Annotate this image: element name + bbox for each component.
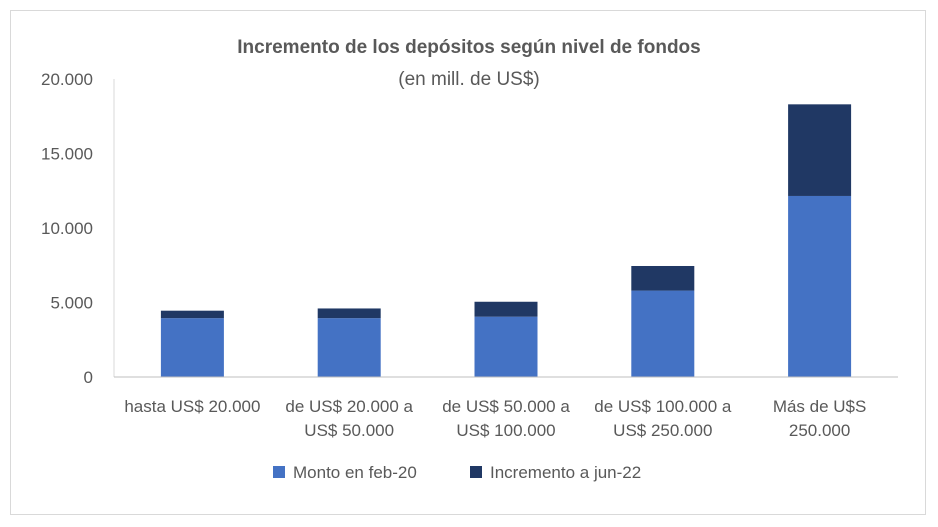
chart-subtitle: (en mill. de US$) [398, 69, 540, 90]
x-tick-label: Más de U$S 250.000 [773, 397, 867, 440]
y-tick-label: 10.000 [41, 219, 93, 238]
bar-monto-feb20 [474, 316, 538, 377]
bar-monto-feb20 [317, 318, 381, 377]
x-axis-labels: hasta US$ 20.000 de US$ 20.000 a US$ 50.00… [124, 397, 866, 440]
y-tick-label: 5.000 [50, 294, 93, 313]
bar-incremento-jun22 [160, 310, 224, 319]
y-tick-label: 15.000 [41, 145, 93, 164]
bar-monto-feb20 [160, 318, 224, 377]
bar-incremento-jun22 [631, 265, 695, 291]
x-tick-label: de US$ 50.000 a US$ 100.000 [442, 397, 570, 440]
y-tick-label: 0 [84, 368, 93, 387]
legend-swatch [470, 466, 482, 478]
y-axis-ticks: 0 5.000 10.000 15.000 20.000 [41, 70, 93, 387]
chart-title: Incremento de los depósitos según nivel … [237, 37, 700, 58]
bar-incremento-jun22 [788, 104, 852, 196]
legend-swatch [273, 466, 285, 478]
x-tick-label: de US$ 20.000 a US$ 50.000 [285, 397, 413, 440]
bars [160, 104, 852, 377]
chart-frame [10, 10, 926, 515]
bar-monto-feb20 [788, 195, 852, 377]
legend: Monto en feb-20 Incremento a jun-22 [273, 463, 641, 482]
legend-label: Monto en feb-20 [293, 463, 417, 482]
bar-incremento-jun22 [474, 301, 538, 317]
legend-label: Incremento a jun-22 [490, 463, 641, 482]
x-tick-label: de US$ 100.000 a US$ 250.000 [594, 397, 732, 440]
bar-monto-feb20 [631, 290, 695, 377]
x-tick-label: hasta US$ 20.000 [124, 397, 260, 416]
bar-incremento-jun22 [317, 308, 381, 319]
y-tick-label: 20.000 [41, 70, 93, 89]
